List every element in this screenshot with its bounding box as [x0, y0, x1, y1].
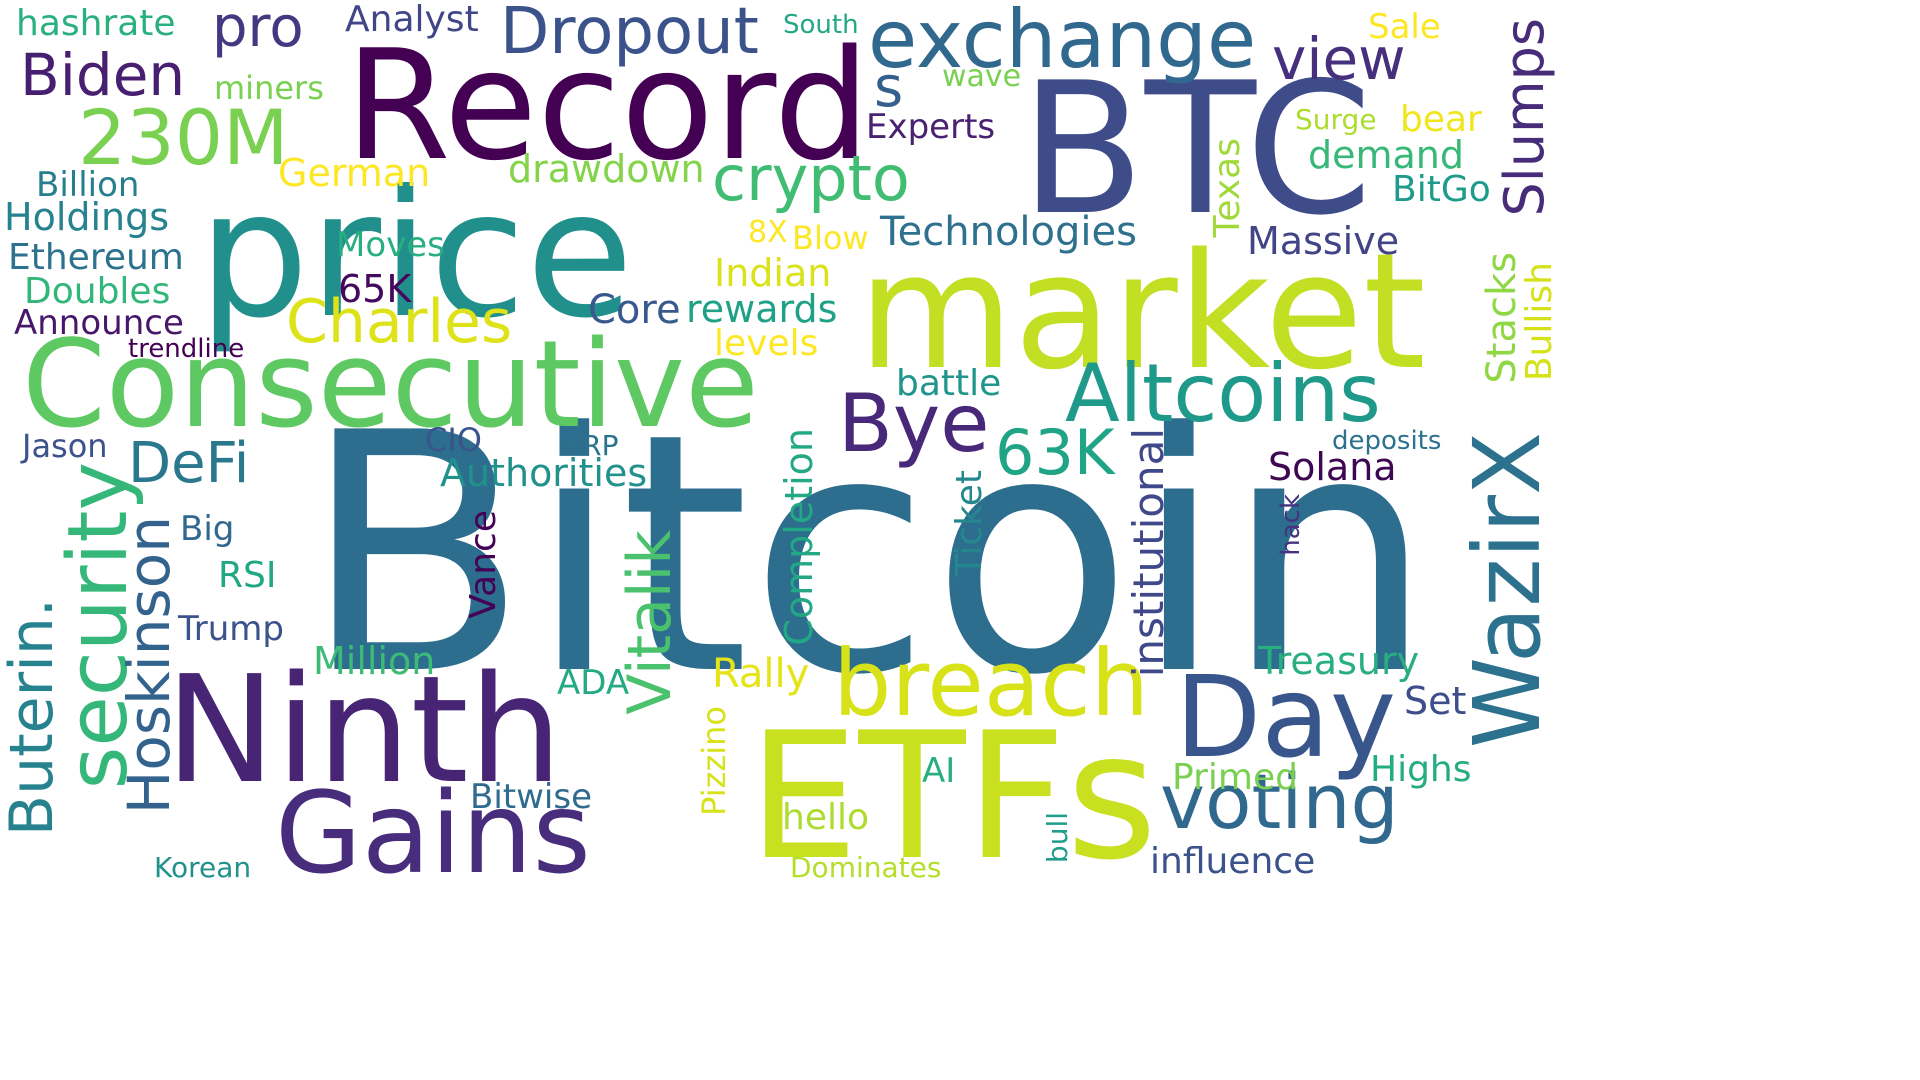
word-surge: Surge [1295, 103, 1377, 136]
word-consecutive: Consecutive [22, 316, 759, 455]
word-rewards: rewards [686, 287, 838, 331]
word-biden: Biden [20, 41, 186, 109]
word-etfs: ETFs [748, 696, 1158, 899]
word-trump: Trump [178, 609, 285, 649]
word-moves: Moves [336, 225, 445, 265]
word-hoskinson: Hoskinson [115, 516, 183, 815]
word-63k: 63K [995, 416, 1115, 489]
word-bitcoin: Bitcoin [302, 363, 1434, 747]
word-levels: levels [714, 323, 819, 364]
word-highs: Highs [1370, 749, 1472, 790]
word-announce: Announce [14, 303, 184, 343]
word-institutional: institutional [1124, 428, 1173, 678]
word-deposits: deposits [1332, 426, 1442, 456]
word-altcoins: Altcoins [1065, 347, 1381, 440]
word-charles: Charles [286, 287, 513, 357]
word-billion: Billion [36, 165, 140, 205]
word-blow: Blow [792, 219, 869, 257]
word-bitwise: Bitwise [470, 777, 592, 817]
word-holdings: Holdings [4, 195, 170, 239]
word-8x: 8X [748, 215, 788, 250]
word-doubles: Doubles [24, 271, 171, 312]
word-gains: Gains [275, 769, 591, 899]
word-influence: influence [1150, 841, 1316, 882]
word-solana: Solana [1268, 445, 1397, 489]
word-crypto: crypto [712, 142, 910, 215]
word-day: Day [1175, 653, 1397, 783]
word-wazirx: WazirX [1454, 432, 1561, 749]
word-bye: Bye [838, 377, 990, 470]
word-buterin: Buterin. [0, 598, 67, 837]
word-massive: Massive [1247, 219, 1400, 263]
word-authorities: Authorities [440, 451, 648, 495]
word-experts: Experts [866, 107, 996, 147]
word-treasury: Treasury [1258, 639, 1420, 683]
word-big: Big [180, 509, 235, 549]
word-btc: BTC [1020, 43, 1373, 255]
word-ethereum: Ethereum [8, 237, 184, 278]
word-korean: Korean [154, 851, 252, 884]
word-trendline: trendline [128, 334, 245, 364]
word-drawdown: drawdown [508, 147, 705, 191]
word-pizzino: Pizzino [695, 706, 733, 816]
word-ticket: Ticket [949, 470, 990, 577]
word-vance: Vance [463, 510, 504, 619]
word-ninth: Ninth [165, 644, 563, 816]
word-demand: demand [1308, 133, 1465, 177]
word-completion: Completion [777, 428, 821, 646]
word-miners: miners [214, 69, 324, 107]
word-slumps: Slumps [1493, 18, 1556, 217]
word-65k: 65K [338, 267, 412, 311]
word-bitgo: BitGo [1392, 169, 1491, 210]
word-s: s [874, 55, 904, 120]
word-indian: Indian [714, 251, 832, 295]
word-record: Record [345, 17, 871, 194]
word-230m: 230M [78, 93, 289, 182]
word-rsi: RSI [218, 555, 277, 596]
word-hashrate: hashrate [16, 3, 176, 44]
word-view: view [1272, 25, 1406, 93]
word-core: Core [588, 287, 681, 333]
word-primed: Primed [1172, 757, 1298, 798]
word-xrp: XRP [563, 429, 619, 462]
word-stacks: Stacks [1479, 252, 1525, 384]
word-exchange: exchange [868, 0, 1257, 86]
word-ada: ADA [557, 663, 630, 703]
word-south: South [783, 10, 859, 40]
word-sale: Sale [1368, 7, 1441, 47]
word-bull: bull [1041, 812, 1074, 864]
word-hello: hello [782, 797, 869, 838]
word-german: German [278, 151, 431, 195]
word-dominates: Dominates [790, 851, 942, 884]
word-breach: breach [833, 630, 1150, 737]
word-hack: hack [1276, 494, 1306, 556]
word-price: price [198, 154, 634, 357]
word-analyst: Analyst [345, 0, 479, 40]
word-million: Million [313, 639, 436, 683]
word-dropout: Dropout [500, 0, 759, 69]
word-set: Set [1404, 679, 1467, 723]
word-wave: wave [942, 59, 1022, 94]
word-technologies: Technologies [880, 209, 1137, 255]
word-voting: voting [1160, 757, 1399, 846]
word-defi: DeFi [128, 431, 250, 496]
word-pro: pro [212, 0, 304, 60]
word-bear: bear [1400, 99, 1482, 140]
word-jason: Jason [22, 427, 108, 465]
word-cio: CIO [425, 421, 482, 459]
word-bullish: Bullish [1519, 262, 1560, 382]
word-ai: AI [922, 751, 956, 791]
word-market: market [858, 218, 1426, 405]
word-battle: battle [896, 363, 1002, 404]
word-rally: Rally [712, 651, 810, 697]
word-texas: Texas [1207, 138, 1248, 238]
